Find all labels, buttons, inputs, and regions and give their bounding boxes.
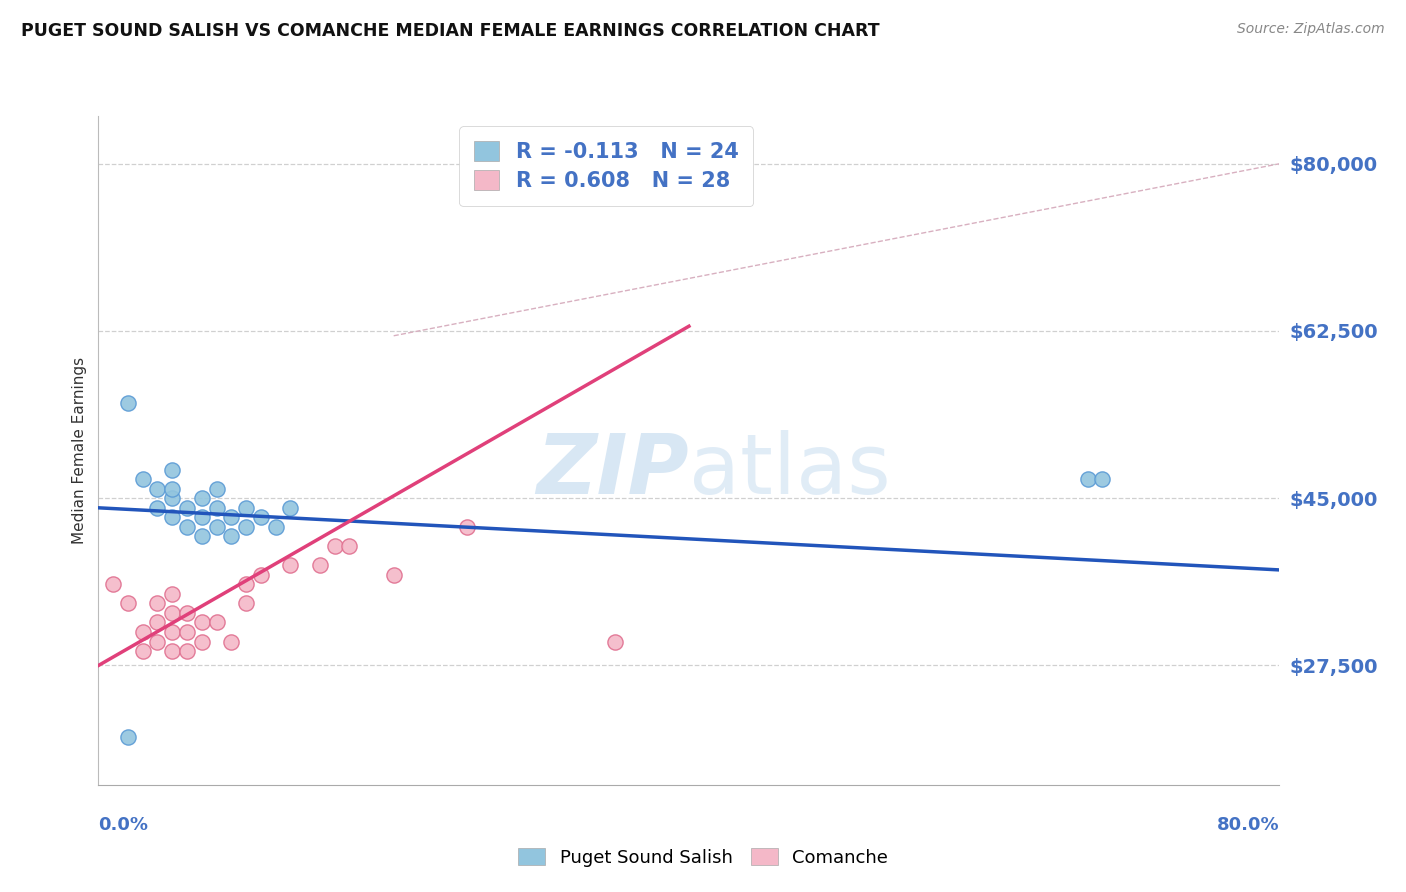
Point	[176, 520, 198, 534]
Point	[132, 644, 155, 658]
Point	[176, 500, 198, 515]
Point	[205, 482, 228, 496]
Point	[132, 625, 155, 640]
Point	[219, 634, 242, 648]
Point	[250, 510, 273, 524]
Point	[235, 520, 257, 534]
Point	[382, 567, 405, 582]
Point	[205, 520, 228, 534]
Point	[176, 644, 198, 658]
Text: 80.0%: 80.0%	[1216, 816, 1279, 834]
Point	[176, 606, 198, 620]
Point	[176, 625, 198, 640]
Point	[162, 491, 183, 506]
Point	[264, 520, 287, 534]
Point	[146, 615, 169, 630]
Text: atlas: atlas	[689, 430, 890, 511]
Point	[250, 567, 273, 582]
Point	[1091, 472, 1114, 486]
Legend: R = -0.113   N = 24, R = 0.608   N = 28: R = -0.113 N = 24, R = 0.608 N = 28	[460, 127, 754, 206]
Point	[117, 730, 139, 744]
Point	[162, 482, 183, 496]
Text: ZIP: ZIP	[536, 430, 689, 511]
Point	[219, 510, 242, 524]
Point	[117, 395, 139, 409]
Point	[278, 558, 302, 573]
Text: PUGET SOUND SALISH VS COMANCHE MEDIAN FEMALE EARNINGS CORRELATION CHART: PUGET SOUND SALISH VS COMANCHE MEDIAN FE…	[21, 22, 880, 40]
Point	[456, 520, 478, 534]
Point	[103, 577, 125, 591]
Point	[323, 539, 346, 553]
Point	[162, 625, 183, 640]
Point	[162, 587, 183, 601]
Point	[205, 500, 228, 515]
Point	[162, 462, 183, 476]
Point	[146, 482, 169, 496]
Text: Source: ZipAtlas.com: Source: ZipAtlas.com	[1237, 22, 1385, 37]
Point	[205, 615, 228, 630]
Point	[146, 500, 169, 515]
Point	[235, 596, 257, 610]
Point	[191, 634, 214, 648]
Point	[146, 596, 169, 610]
Point	[605, 634, 627, 648]
Text: 0.0%: 0.0%	[98, 816, 149, 834]
Legend: Puget Sound Salish, Comanche: Puget Sound Salish, Comanche	[510, 841, 896, 874]
Point	[278, 500, 302, 515]
Point	[219, 529, 242, 543]
Point	[191, 491, 214, 506]
Point	[235, 500, 257, 515]
Point	[309, 558, 332, 573]
Point	[191, 615, 214, 630]
Point	[146, 634, 169, 648]
Point	[1077, 472, 1099, 486]
Point	[117, 596, 139, 610]
Point	[337, 539, 360, 553]
Y-axis label: Median Female Earnings: Median Female Earnings	[72, 357, 87, 544]
Point	[235, 577, 257, 591]
Point	[162, 510, 183, 524]
Point	[162, 606, 183, 620]
Point	[132, 472, 155, 486]
Point	[191, 529, 214, 543]
Point	[191, 510, 214, 524]
Point	[162, 644, 183, 658]
